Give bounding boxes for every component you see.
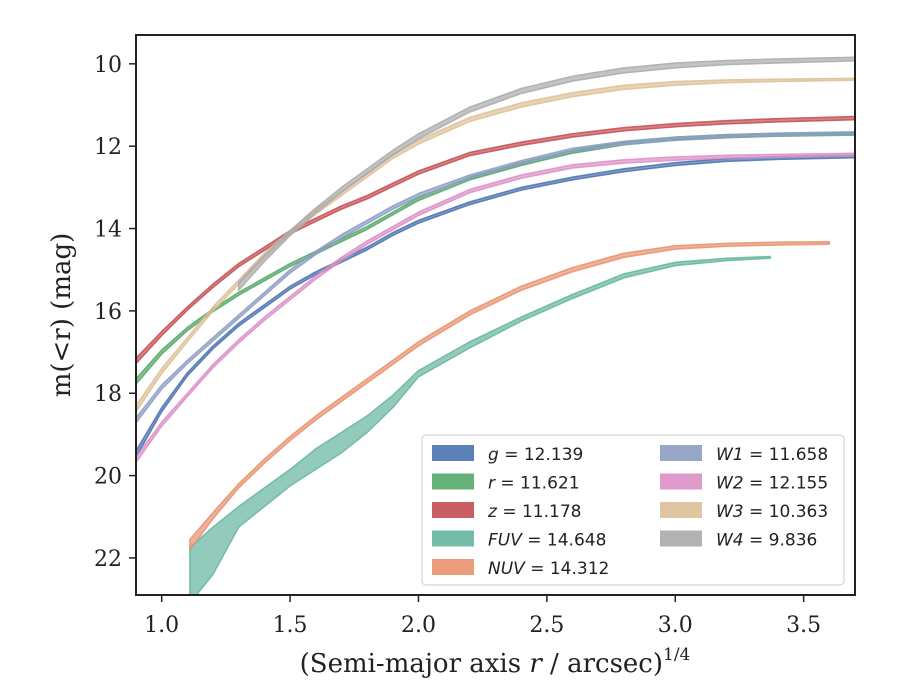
- legend-item-nuv: NUV = 14.312: [432, 559, 609, 579]
- x-tick-label: 3.0: [658, 613, 693, 638]
- legend-item-w3: W3 = 10.363: [660, 502, 828, 522]
- series-fuv: [189, 255, 772, 595]
- series-band-g: [136, 154, 855, 458]
- x-tick-label: 2.5: [529, 613, 564, 638]
- y-tick-label: 16: [94, 300, 122, 325]
- legend: g = 12.139 r = 11.621 z = 11.178 FUV = 14.6…: [421, 434, 845, 586]
- legend-label: NUV = 14.312: [488, 559, 609, 579]
- legend-swatch: [660, 502, 702, 518]
- legend-swatch: [432, 530, 474, 547]
- x-axis: 1.0 1.5 2.0 2.5 3.0 3.5: [144, 595, 821, 638]
- legend-label: W2 = 12.155: [716, 474, 828, 494]
- legend-item-fuv: FUV = 14.648: [432, 530, 606, 551]
- series-r: [136, 131, 855, 385]
- series-z: [136, 115, 855, 365]
- series-band-nuv: [189, 240, 831, 551]
- series-band-fuv: [189, 255, 772, 595]
- x-axis-label: (Semi-major axis r / arcsec)1/4: [300, 645, 691, 679]
- legend-label: g = 12.139: [488, 445, 583, 465]
- legend-item-r: r = 11.621: [432, 473, 580, 494]
- y-axis-label: m(<r) (mag): [47, 233, 77, 398]
- series-band-w4: [237, 56, 855, 292]
- series-band-z: [136, 115, 855, 365]
- legend-item-w4: W4 = 9.836: [660, 530, 817, 551]
- y-tick-label: 10: [94, 53, 122, 78]
- x-tick-label: 3.5: [786, 613, 821, 638]
- series-band-w1: [136, 131, 855, 424]
- x-tick-label: 1.5: [273, 613, 308, 638]
- y-tick-label: 20: [94, 465, 122, 490]
- legend-swatch: [432, 473, 474, 490]
- y-tick-label: 12: [94, 135, 122, 160]
- series-band-r: [136, 131, 855, 385]
- legend-label: r = 11.621: [488, 474, 580, 494]
- series-layer: [136, 56, 855, 595]
- legend-frame: [421, 434, 845, 586]
- legend-swatch: [432, 445, 474, 461]
- legend-swatch: [432, 559, 474, 575]
- legend-item-g: g = 12.139: [432, 445, 583, 465]
- legend-item-w2: W2 = 12.155: [660, 473, 828, 494]
- x-tick-label: 2.0: [401, 613, 436, 638]
- legend-label: W3 = 10.363: [716, 502, 828, 522]
- legend-swatch: [660, 530, 702, 547]
- legend-label: FUV = 14.648: [488, 531, 606, 551]
- legend-label: W4 = 9.836: [716, 531, 817, 551]
- y-axis: 10 12 14 16 18 20 22: [94, 53, 136, 572]
- legend-swatch: [660, 473, 702, 490]
- series-w2: [136, 152, 855, 464]
- series-g: [136, 154, 855, 458]
- legend-item-z: z = 11.178: [432, 502, 581, 522]
- legend-swatch: [660, 445, 702, 461]
- series-band-w2: [136, 152, 855, 464]
- series-w4: [237, 56, 855, 292]
- legend-label: z = 11.178: [487, 502, 581, 522]
- series-nuv: [189, 240, 831, 551]
- x-tick-label: 1.0: [144, 613, 179, 638]
- legend-item-w1: W1 = 11.658: [660, 445, 828, 465]
- y-tick-label: 22: [94, 547, 122, 572]
- plot-frame: [135, 34, 856, 596]
- legend-swatch: [432, 502, 474, 518]
- y-tick-label: 14: [94, 218, 122, 243]
- legend-label: W1 = 11.658: [716, 445, 828, 465]
- series-w1: [136, 131, 855, 424]
- y-tick-label: 18: [94, 382, 122, 407]
